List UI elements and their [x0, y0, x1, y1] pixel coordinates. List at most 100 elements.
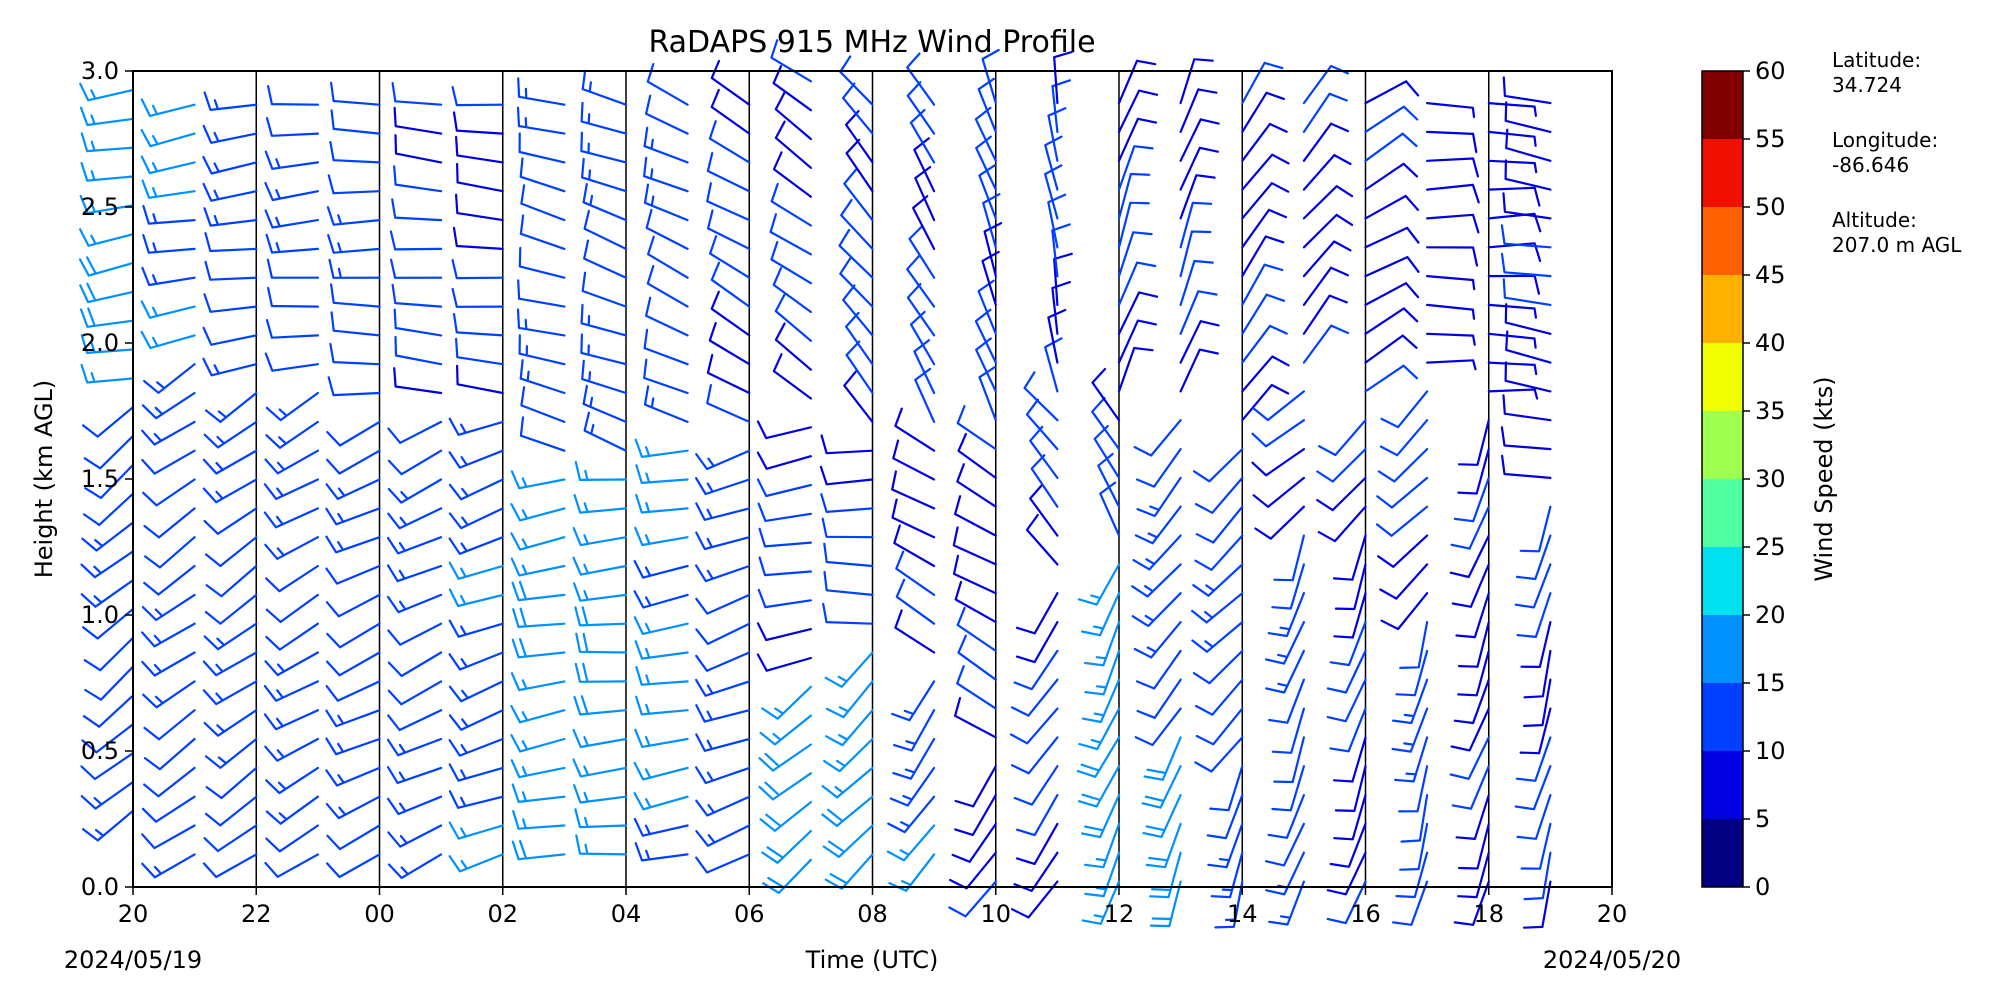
wind-barb: [1051, 281, 1071, 335]
wind-barb: [1502, 192, 1552, 220]
wind-barb: [1252, 476, 1305, 508]
wind-barb: [142, 204, 196, 225]
wind-barb: [204, 795, 258, 827]
wind-barb: [914, 367, 936, 423]
wind-barb: [1457, 621, 1490, 668]
wind-barb: [889, 766, 936, 807]
wind-barb: [516, 106, 566, 135]
wind-barb: [264, 536, 319, 560]
wind-barb: [448, 536, 504, 555]
colorbar-tick-label: 40: [1755, 329, 1786, 357]
colorbar-tick-label: 45: [1755, 261, 1786, 289]
wind-barb: [645, 208, 689, 250]
wind-barb: [952, 526, 997, 566]
wind-barb: [1504, 159, 1552, 191]
wind-barb: [574, 460, 628, 481]
wind-barb: [1364, 194, 1419, 220]
wind-barb: [1273, 534, 1305, 582]
wind-barb: [330, 311, 381, 337]
wind-barb: [580, 131, 628, 164]
wind-barb: [141, 449, 196, 475]
wind-barb: [1426, 332, 1476, 346]
wind-barb: [1136, 476, 1182, 518]
wind-barb: [840, 198, 874, 250]
wind-barb: [1487, 186, 1541, 207]
wind-barb: [1364, 132, 1418, 162]
wind-barb: [325, 564, 381, 585]
wind-barb: [1271, 563, 1305, 610]
wind-barb: [635, 493, 689, 514]
wind-barb: [325, 737, 381, 756]
wind-barb: [1458, 822, 1490, 870]
wind-barb: [635, 666, 689, 686]
wind-barb: [265, 824, 319, 853]
wind-barb: [583, 209, 628, 250]
wind-barb: [1241, 293, 1286, 335]
colorbar-tick-label: 0: [1755, 873, 1770, 901]
wind-barb: [894, 407, 936, 452]
wind-barb: [1149, 851, 1182, 899]
wind-barb: [1426, 359, 1477, 371]
wind-barb: [1013, 851, 1059, 892]
wind-barb: [1457, 448, 1490, 495]
wind-barb: [643, 358, 689, 395]
wind-barb: [1364, 105, 1419, 133]
wind-barb: [909, 109, 936, 164]
colorbar-tick-label: 50: [1755, 193, 1786, 221]
wind-barb: [511, 783, 566, 803]
wind-barb: [1084, 822, 1121, 869]
wind-barb: [893, 709, 936, 752]
wind-barb: [264, 181, 319, 202]
wind-barb: [1134, 707, 1182, 747]
colorbar-tick-label: 60: [1755, 57, 1786, 85]
wind-barb: [330, 109, 381, 135]
wind-barb: [1487, 159, 1538, 174]
colorbar-bin: [1702, 819, 1743, 887]
wind-barb: [643, 328, 689, 366]
wind-barb: [1333, 794, 1367, 841]
wind-barb: [710, 290, 751, 337]
wind-barb: [1523, 678, 1552, 727]
wind-barb: [1318, 419, 1367, 457]
wind-barb: [1332, 534, 1367, 581]
colorbar-tick-label: 25: [1755, 533, 1786, 561]
wind-barb: [581, 359, 628, 395]
wind-barb: [822, 602, 874, 625]
wind-barb: [574, 606, 628, 627]
wind-barb: [580, 101, 628, 135]
wind-barb: [203, 507, 258, 535]
wind-barb: [451, 259, 504, 280]
wind-barb: [263, 680, 319, 702]
wind-barb: [1487, 274, 1540, 295]
wind-barb: [510, 672, 566, 692]
wind-barb: [895, 550, 936, 596]
y-axis: 0.0 0.5 1.0 1.5 2.0 2.5 3.0: [81, 57, 133, 901]
colorbar-tick-label: 10: [1755, 737, 1786, 765]
latitude-value: 34.724: [1832, 73, 1902, 97]
wind-barb: [1515, 736, 1552, 782]
wind-barb: [203, 709, 258, 737]
wind-barb: [143, 709, 196, 741]
wind-barb: [710, 88, 751, 135]
wind-barb: [982, 193, 1001, 249]
wind-barb: [913, 137, 936, 193]
wind-barb: [1377, 448, 1429, 483]
wind-barb: [839, 257, 874, 308]
colorbar-bin: [1702, 343, 1743, 411]
wind-barb: [1379, 419, 1429, 457]
wind-barb: [1302, 240, 1352, 278]
wind-barb: [1520, 822, 1552, 870]
wind-barb: [1302, 294, 1348, 335]
wind-barb: [83, 434, 135, 470]
wind-barb: [1077, 765, 1121, 808]
wind-barb: [448, 709, 504, 731]
wind-barb: [1267, 592, 1305, 638]
wind-barb: [1487, 102, 1537, 117]
x-tick-label: 04: [611, 900, 642, 928]
wind-barb: [387, 680, 443, 706]
wind-barb: [1317, 505, 1367, 543]
wind-barb: [1023, 371, 1059, 422]
wind-barb: [645, 296, 689, 337]
wind-barb: [391, 82, 443, 106]
